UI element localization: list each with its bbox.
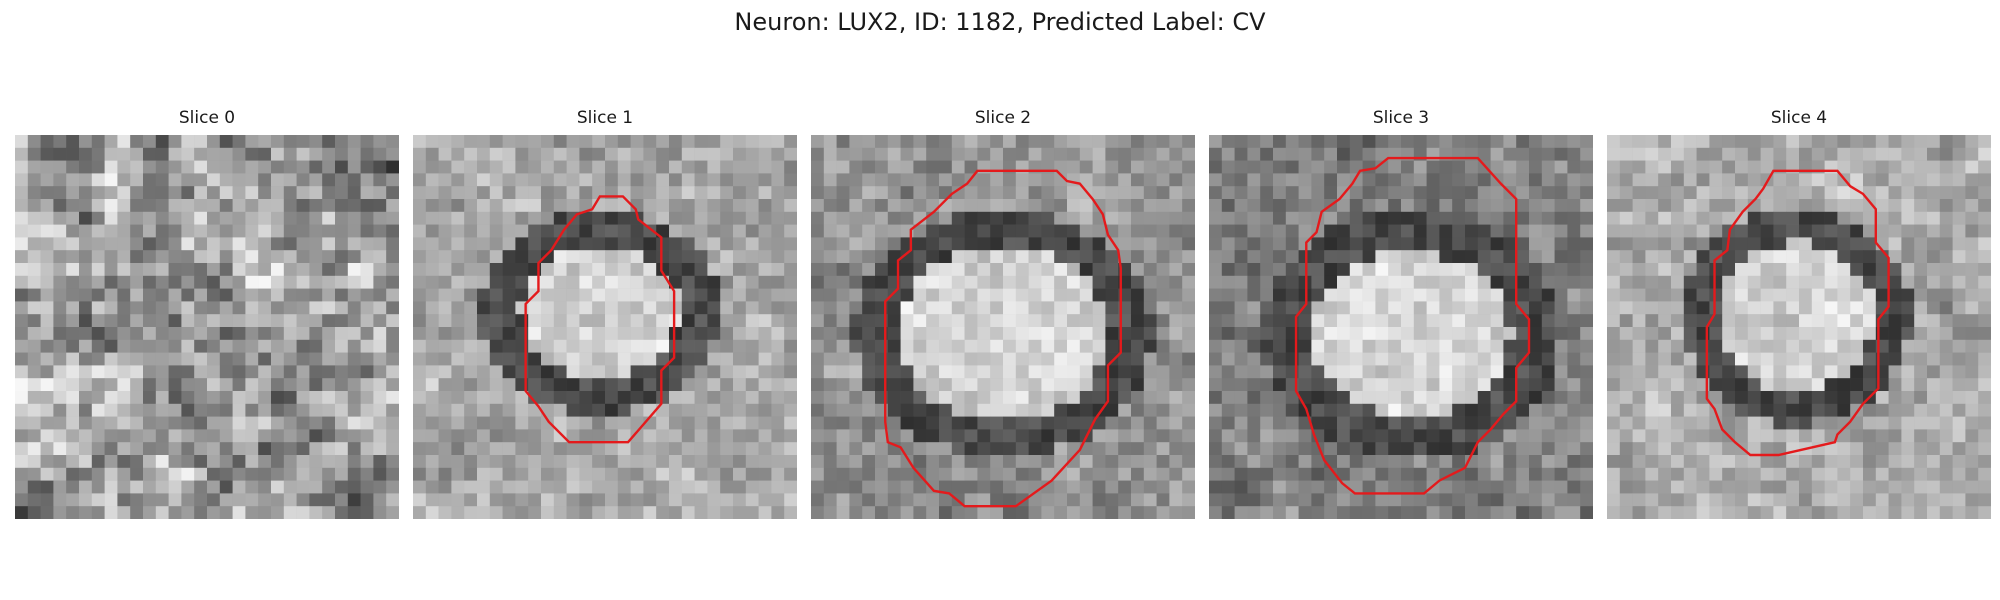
- slice-pixels-1: [413, 135, 797, 519]
- slice-title-1: Slice 1: [576, 108, 634, 128]
- slice-image-2: [811, 135, 1195, 519]
- slice-title-3: Slice 3: [1372, 108, 1430, 128]
- slice-panel-0: Slice 0: [15, 108, 399, 524]
- segmentation-outline-4: [1707, 171, 1889, 455]
- slice-image-3: [1209, 135, 1593, 519]
- slice-panel-3: Slice 3: [1209, 108, 1593, 524]
- slice-panel-1: Slice 1: [413, 108, 797, 524]
- slice-image-4: [1607, 135, 1991, 519]
- slice-pixels-2: [811, 135, 1195, 519]
- figure-title: Neuron: LUX2, ID: 1182, Predicted Label:…: [734, 8, 1266, 36]
- slice-pixels-0: [15, 135, 399, 519]
- slice-title-2: Slice 2: [974, 108, 1032, 128]
- slice-title-4: Slice 4: [1770, 108, 1828, 128]
- slice-title-0: Slice 0: [178, 108, 236, 128]
- slice-image-0: [15, 135, 399, 519]
- slice-image-1: [413, 135, 797, 519]
- segmentation-outline-3: [1296, 158, 1529, 493]
- slice-pixels-4: [1607, 135, 1991, 519]
- slice-panel-2: Slice 2: [811, 108, 1195, 524]
- slice-panel-4: Slice 4: [1607, 108, 1991, 524]
- slice-pixels-3: [1209, 135, 1593, 519]
- segmentation-outline-2: [885, 171, 1121, 506]
- segmentation-outline-1: [526, 196, 674, 442]
